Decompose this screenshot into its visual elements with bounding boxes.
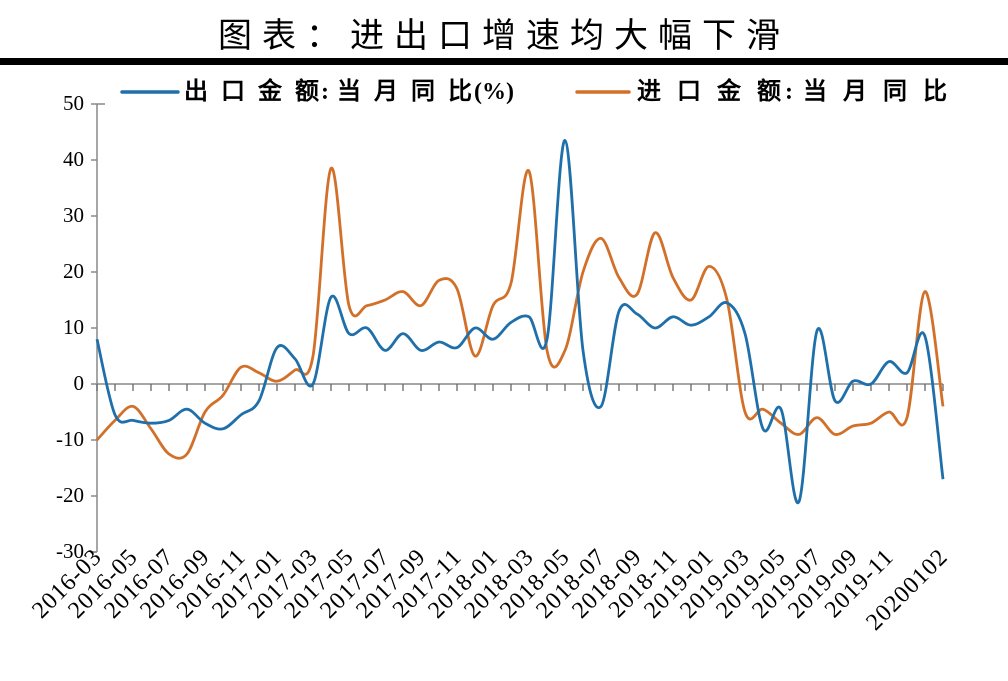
svg-text:0: 0 [74, 371, 85, 395]
svg-text:-10: -10 [56, 427, 84, 451]
svg-text:40: 40 [63, 147, 84, 171]
svg-text:20: 20 [63, 259, 84, 283]
svg-text:50: 50 [63, 91, 84, 115]
svg-text:30: 30 [63, 203, 84, 227]
svg-text:10: 10 [63, 315, 84, 339]
svg-text:-20: -20 [56, 483, 84, 507]
